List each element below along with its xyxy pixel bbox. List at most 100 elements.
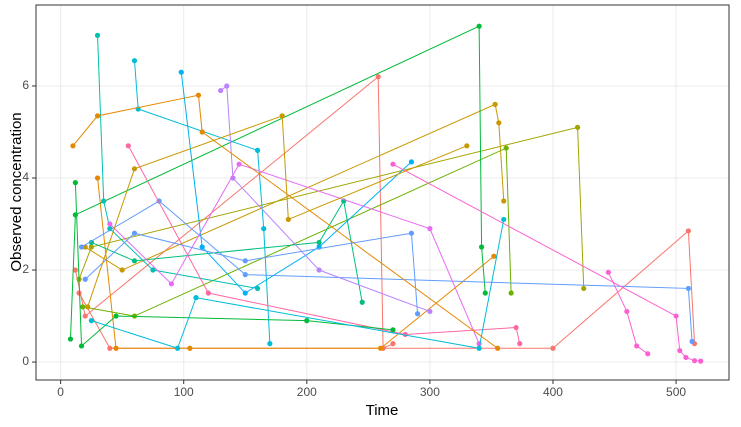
data-point xyxy=(503,145,509,151)
panel-border xyxy=(35,4,730,381)
data-point xyxy=(82,276,88,282)
data-point xyxy=(304,318,310,324)
data-point xyxy=(254,147,261,153)
data-point xyxy=(88,318,94,324)
data-point xyxy=(67,336,74,342)
data-point xyxy=(131,166,138,172)
data-point xyxy=(375,74,381,80)
data-point xyxy=(316,267,322,273)
data-point xyxy=(492,101,498,107)
data-point xyxy=(242,272,248,278)
data-point xyxy=(390,341,396,347)
data-point xyxy=(476,23,482,29)
data-point xyxy=(72,267,78,273)
data-point xyxy=(427,226,433,232)
data-point xyxy=(85,304,91,310)
data-point xyxy=(390,161,396,167)
data-point xyxy=(645,351,651,357)
data-point xyxy=(501,216,507,223)
data-point xyxy=(88,239,94,246)
data-point xyxy=(673,313,679,319)
data-point xyxy=(131,230,138,236)
data-point xyxy=(685,285,691,292)
data-point xyxy=(390,327,396,333)
series-line xyxy=(78,126,585,289)
data-point xyxy=(72,180,78,186)
data-point xyxy=(517,341,523,347)
data-point xyxy=(285,216,291,223)
x-tick-label: 400 xyxy=(543,385,563,399)
data-point xyxy=(88,244,94,250)
series-line xyxy=(607,272,649,355)
data-point xyxy=(408,230,415,236)
x-tick-label: 300 xyxy=(420,385,440,399)
data-point xyxy=(119,267,125,273)
data-point xyxy=(689,338,695,344)
data-point xyxy=(508,290,514,296)
data-point xyxy=(605,269,611,275)
data-point xyxy=(113,345,119,351)
data-point xyxy=(464,143,470,149)
data-point xyxy=(94,175,101,181)
data-point xyxy=(482,290,488,296)
y-tick-label: 4 xyxy=(22,170,29,184)
data-point xyxy=(691,358,698,364)
data-point xyxy=(267,341,273,347)
data-point xyxy=(494,345,501,351)
x-tick-label: 500 xyxy=(666,385,686,399)
data-point xyxy=(496,120,502,126)
data-point xyxy=(408,159,415,165)
x-tick-label: 200 xyxy=(297,385,317,399)
data-point xyxy=(359,299,365,305)
data-point xyxy=(513,324,519,331)
data-point xyxy=(624,308,630,315)
data-point xyxy=(107,221,113,227)
data-point xyxy=(125,143,131,149)
data-point xyxy=(581,285,587,292)
data-point xyxy=(634,343,640,349)
data-point xyxy=(698,358,704,364)
data-point xyxy=(70,143,76,149)
data-point xyxy=(218,87,224,94)
data-point xyxy=(242,258,248,264)
data-point xyxy=(550,345,556,351)
data-point xyxy=(491,253,497,259)
data-point xyxy=(78,343,85,349)
data-point xyxy=(279,113,285,119)
data-point xyxy=(131,258,138,264)
data-point xyxy=(574,124,581,130)
data-point xyxy=(94,32,101,38)
data-point xyxy=(476,341,482,347)
data-point xyxy=(94,113,101,119)
data-point xyxy=(205,290,211,296)
data-point xyxy=(685,228,691,234)
data-point xyxy=(82,313,88,319)
data-point xyxy=(101,198,107,204)
data-point xyxy=(131,58,138,64)
data-point xyxy=(113,313,119,319)
x-tick-label: 0 xyxy=(57,385,64,399)
data-point xyxy=(316,239,322,246)
y-axis-title: Observed concentration xyxy=(8,112,25,271)
data-point xyxy=(677,347,683,354)
data-point xyxy=(150,267,156,273)
y-tick-label: 2 xyxy=(22,262,29,276)
data-point xyxy=(254,285,261,292)
y-tick-label: 0 xyxy=(22,354,29,368)
data-point xyxy=(236,161,242,167)
data-point xyxy=(195,92,202,98)
data-point xyxy=(193,295,199,301)
data-point xyxy=(224,83,230,89)
data-point xyxy=(501,198,507,204)
data-point xyxy=(187,345,193,351)
data-point xyxy=(72,212,78,218)
data-point xyxy=(476,345,482,351)
y-tick-label: 6 xyxy=(22,78,29,92)
data-point xyxy=(199,244,205,250)
data-point xyxy=(78,244,85,250)
data-point xyxy=(178,69,184,75)
data-point xyxy=(427,308,433,315)
data-point xyxy=(168,281,174,287)
